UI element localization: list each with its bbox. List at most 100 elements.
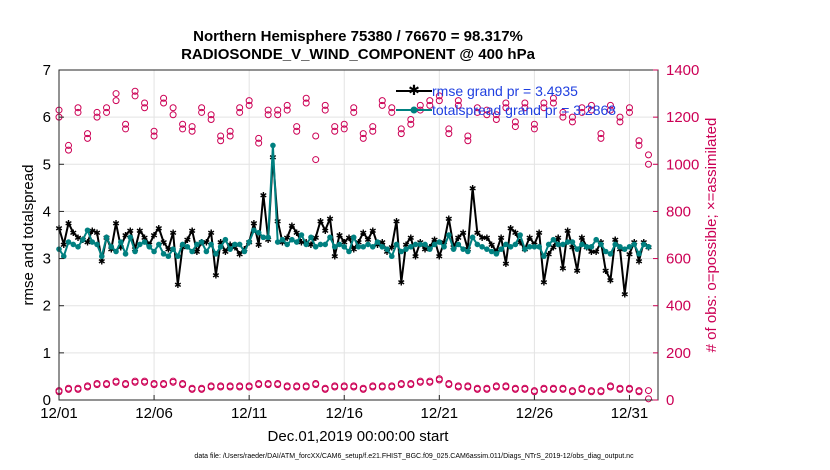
possible-count-marker bbox=[644, 395, 652, 403]
totalspread-point bbox=[626, 243, 633, 250]
totalspread-point bbox=[189, 248, 195, 255]
totalspread-point bbox=[184, 243, 191, 250]
possible-count-marker bbox=[293, 383, 301, 391]
possible-count-marker bbox=[274, 381, 282, 389]
possible-count-marker bbox=[616, 113, 624, 121]
possible-count-marker bbox=[198, 385, 206, 393]
totalspread-point bbox=[156, 241, 162, 248]
x-tick-label: 12/06 bbox=[135, 405, 173, 422]
chart-title-line2: RADIOSONDE_V_WIND_COMPONENT @ 400 hPa bbox=[181, 46, 536, 63]
possible-count-marker bbox=[492, 111, 500, 119]
ticks: 12/01 12/06 12/11 12/16 12/21 12/26 12/31 0 1 2 3 4… bbox=[40, 62, 699, 422]
possible-count-marker bbox=[207, 111, 215, 119]
possible-count-marker bbox=[540, 104, 548, 112]
rmse-point: ✱ bbox=[445, 215, 453, 225]
rmse-point: ✱ bbox=[203, 239, 211, 249]
totalspread-point bbox=[488, 248, 495, 255]
possible-count-marker bbox=[84, 134, 92, 142]
possible-count-marker bbox=[540, 385, 548, 393]
rmse-point: ✱ bbox=[184, 236, 192, 246]
totalspread-point bbox=[460, 246, 466, 252]
x-tick-label: 12/31 bbox=[611, 405, 649, 422]
possible-count-marker bbox=[112, 97, 120, 105]
possible-count-marker bbox=[188, 127, 196, 135]
totalspread-point bbox=[493, 251, 500, 257]
possible-count-marker bbox=[245, 101, 253, 109]
rmse-point: ✱ bbox=[108, 246, 116, 256]
possible-count-marker bbox=[483, 111, 491, 119]
rmse-point: ✱ bbox=[554, 234, 562, 244]
possible-count-marker bbox=[188, 385, 196, 393]
possible-count-marker bbox=[169, 111, 177, 119]
possible-count-marker bbox=[150, 127, 158, 135]
totalspread-point bbox=[241, 248, 248, 255]
possible-count-marker bbox=[445, 381, 453, 389]
possible-count-marker bbox=[587, 106, 595, 114]
totalspread-point bbox=[588, 243, 595, 250]
totalspread-point bbox=[141, 239, 148, 245]
possible-count-marker bbox=[397, 381, 405, 389]
rmse-point: ✱ bbox=[98, 257, 106, 267]
totalspread-point bbox=[531, 243, 538, 250]
rmse-point: ✱ bbox=[93, 229, 101, 239]
possible-count-marker bbox=[131, 378, 139, 386]
possible-count-marker bbox=[65, 141, 73, 149]
possible-count-marker bbox=[407, 120, 415, 128]
y-left-tick-label: 4 bbox=[43, 203, 51, 220]
totalspread-point bbox=[631, 241, 638, 248]
totalspread-point bbox=[255, 229, 262, 236]
rmse-point: ✱ bbox=[293, 229, 301, 239]
plot-frame bbox=[58, 69, 659, 401]
totalspread-point bbox=[203, 248, 210, 255]
totalspread-point bbox=[265, 234, 271, 241]
totalspread-point bbox=[431, 241, 438, 248]
totalspread-point bbox=[365, 241, 371, 248]
possible-count-marker bbox=[331, 127, 339, 135]
totalspread-point bbox=[322, 241, 329, 248]
totalspread-point bbox=[417, 241, 424, 248]
possible-count-marker bbox=[74, 108, 82, 116]
possible-count-marker bbox=[302, 99, 310, 107]
rmse-point: ✱ bbox=[440, 239, 448, 249]
totalspread-point bbox=[232, 241, 238, 248]
totalspread-point bbox=[132, 248, 138, 255]
possible-count-marker bbox=[644, 151, 652, 159]
possible-count-marker bbox=[198, 104, 206, 112]
totalspread-point bbox=[341, 243, 348, 250]
totalspread-point bbox=[564, 239, 571, 245]
totalspread-point bbox=[360, 243, 367, 250]
possible-count-marker bbox=[616, 118, 624, 126]
totalspread-point bbox=[503, 241, 509, 248]
possible-count-marker bbox=[226, 132, 234, 140]
y-left-tick-label: 5 bbox=[43, 156, 51, 173]
possible-count-marker bbox=[597, 388, 605, 396]
totalspread-point bbox=[346, 248, 352, 255]
possible-count-marker bbox=[359, 134, 367, 142]
rmse-point: ✱ bbox=[588, 248, 596, 258]
totalspread-point bbox=[374, 239, 381, 245]
possible-count-marker bbox=[369, 383, 377, 391]
possible-count-marker bbox=[559, 385, 567, 393]
totalspread-point bbox=[436, 239, 443, 245]
rmse-point: ✱ bbox=[112, 220, 120, 230]
possible-count-marker bbox=[255, 381, 263, 389]
possible-count-marker bbox=[511, 118, 519, 126]
rmse-point: ✱ bbox=[621, 290, 629, 300]
possible-count-marker bbox=[625, 104, 633, 112]
possible-count-marker bbox=[340, 383, 348, 391]
possible-count-marker bbox=[103, 108, 111, 116]
y-left-tick-label: 3 bbox=[43, 251, 51, 268]
possible-count-marker bbox=[264, 111, 272, 119]
rmse-point: ✱ bbox=[174, 281, 182, 291]
possible-count-marker bbox=[644, 160, 652, 168]
legend: ✱ rmse grand pr = 3.4935 totalspread gra… bbox=[396, 83, 616, 118]
rmse-point: ✱ bbox=[611, 236, 619, 246]
possible-count-marker bbox=[625, 108, 633, 116]
possible-count-marker bbox=[293, 123, 301, 131]
possible-count-marker bbox=[502, 383, 510, 391]
possible-count-marker bbox=[502, 104, 510, 112]
possible-count-marker bbox=[388, 383, 396, 391]
possible-count-marker bbox=[93, 381, 101, 389]
rmse-point: ✱ bbox=[455, 234, 463, 244]
rmse-point: ✱ bbox=[255, 241, 263, 251]
